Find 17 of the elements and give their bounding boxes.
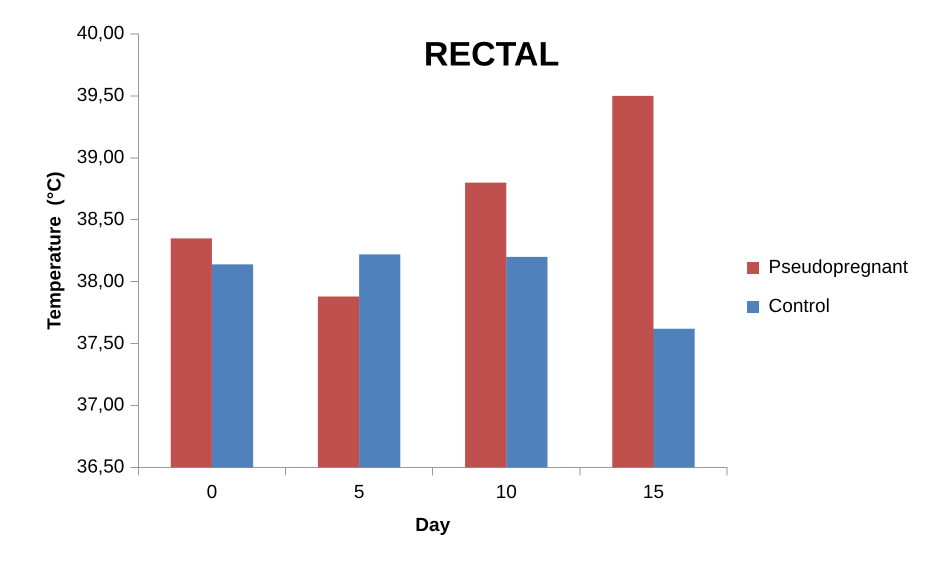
y-tick-label: 38,00 <box>76 270 124 292</box>
y-tick-label: 37,50 <box>76 332 124 354</box>
y-tick-label: 36,50 <box>76 456 124 478</box>
y-axis-title: Temperature (°C) <box>44 172 66 330</box>
y-tick-label: 38,50 <box>76 208 124 230</box>
y-tick-label: 40,00 <box>76 23 124 44</box>
chart-title: RECTAL <box>424 35 560 74</box>
y-tick-label: 37,00 <box>76 394 124 416</box>
x-axis-title: Day <box>415 514 451 536</box>
x-tick-label: 5 <box>354 482 364 504</box>
y-tick-label: 39,00 <box>76 147 124 168</box>
x-tick-label: 15 <box>642 482 664 504</box>
x-tick-label: 10 <box>496 482 517 504</box>
x-tick-label: 0 <box>206 482 218 504</box>
legend-label: Control <box>768 296 830 318</box>
legend-label: Pseudopregnant <box>768 257 909 278</box>
y-tick-label: 39,50 <box>76 85 124 106</box>
